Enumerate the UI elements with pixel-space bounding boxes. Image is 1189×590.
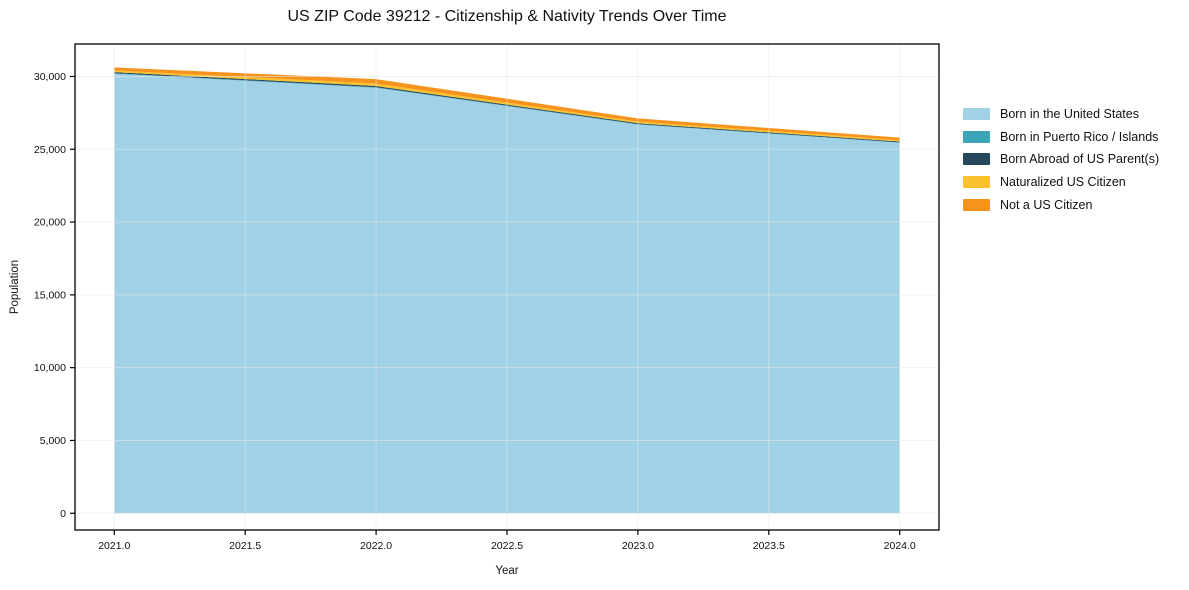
x-tick-label: 2022.0	[360, 540, 392, 552]
legend-label: Naturalized US Citizen	[1000, 175, 1126, 190]
x-tick-label: 2024.0	[884, 540, 916, 552]
legend: Born in the United States Born in Puerto …	[963, 103, 1159, 216]
y-tick-label: 20,000	[34, 217, 66, 229]
legend-swatch-icon	[963, 176, 990, 189]
y-tick-label: 0	[60, 508, 66, 520]
legend-label: Not a US Citizen	[1000, 197, 1093, 212]
legend-label: Born in Puerto Rico / Islands	[1000, 129, 1159, 144]
x-tick-label: 2023.5	[753, 540, 785, 552]
x-tick-label: 2023.0	[622, 540, 654, 552]
legend-item: Born Abroad of US Parent(s)	[963, 148, 1159, 171]
legend-item: Not a US Citizen	[963, 193, 1159, 216]
legend-swatch-icon	[963, 153, 990, 166]
legend-swatch-icon	[963, 130, 990, 143]
x-axis-label: Year	[495, 565, 519, 577]
legend-label: Born in the United States	[1000, 107, 1139, 122]
y-tick-label: 15,000	[34, 289, 66, 301]
y-tick-label: 10,000	[34, 362, 66, 374]
y-tick-label: 25,000	[34, 144, 66, 156]
legend-swatch-icon	[963, 198, 990, 211]
legend-item: Born in the United States	[963, 103, 1159, 126]
x-tick-label: 2021.0	[98, 540, 130, 552]
y-tick-label: 5,000	[40, 435, 66, 447]
legend-swatch-icon	[963, 108, 990, 121]
y-tick-label: 30,000	[34, 71, 66, 83]
x-tick-label: 2021.5	[229, 540, 261, 552]
x-tick-label: 2022.5	[491, 540, 523, 552]
legend-label: Born Abroad of US Parent(s)	[1000, 152, 1160, 167]
chart-title: US ZIP Code 39212 - Citizenship & Nativi…	[287, 8, 727, 25]
legend-item: Born in Puerto Rico / Islands	[963, 126, 1159, 149]
area-series-4	[114, 67, 900, 141]
legend-item: Naturalized US Citizen	[963, 171, 1159, 194]
